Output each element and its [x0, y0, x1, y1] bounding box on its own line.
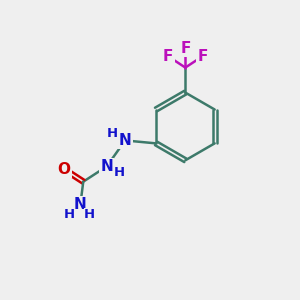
- Text: F: F: [197, 49, 208, 64]
- Text: N: N: [74, 197, 87, 212]
- Text: H: H: [114, 166, 125, 179]
- Text: O: O: [58, 162, 70, 177]
- Text: N: N: [100, 159, 113, 174]
- Text: H: H: [107, 127, 118, 140]
- Text: H: H: [64, 208, 75, 221]
- Text: H: H: [84, 208, 95, 221]
- Text: F: F: [163, 49, 173, 64]
- Text: N: N: [119, 133, 131, 148]
- Text: F: F: [180, 41, 190, 56]
